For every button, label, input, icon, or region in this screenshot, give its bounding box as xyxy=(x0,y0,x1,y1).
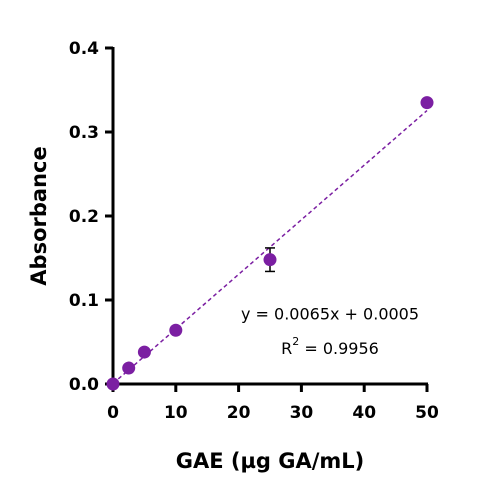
y-tick-label: 0.0 xyxy=(69,375,99,395)
y-tick-label: 0.3 xyxy=(69,123,99,143)
x-axis-title: GAE (µg GA/mL) xyxy=(176,449,365,473)
x-tick-label: 40 xyxy=(352,403,376,423)
r-squared-prefix: R xyxy=(281,339,292,358)
x-tick-label: 10 xyxy=(164,403,188,423)
data-point xyxy=(122,361,136,375)
data-point xyxy=(169,323,183,337)
data-point xyxy=(420,96,434,110)
r-squared: R2 = 0.9956 xyxy=(281,335,379,358)
y-axis-title: Absorbance xyxy=(27,146,51,285)
x-tick-label: 0 xyxy=(107,403,119,423)
y-tick-label: 0.1 xyxy=(69,291,99,311)
equation: y = 0.0065x + 0.0005 xyxy=(241,305,419,324)
data-point xyxy=(137,345,151,359)
data-point xyxy=(106,377,120,391)
r-squared-superscript: 2 xyxy=(292,335,299,348)
data-point xyxy=(263,253,277,267)
y-tick-label: 0.4 xyxy=(69,39,99,59)
fit-line xyxy=(112,110,428,385)
x-tick-label: 20 xyxy=(227,403,251,423)
x-tick-label: 30 xyxy=(290,403,314,423)
x-tick-label: 50 xyxy=(415,403,439,423)
r-squared-suffix: = 0.9956 xyxy=(299,339,379,358)
y-tick-label: 0.2 xyxy=(69,207,99,227)
